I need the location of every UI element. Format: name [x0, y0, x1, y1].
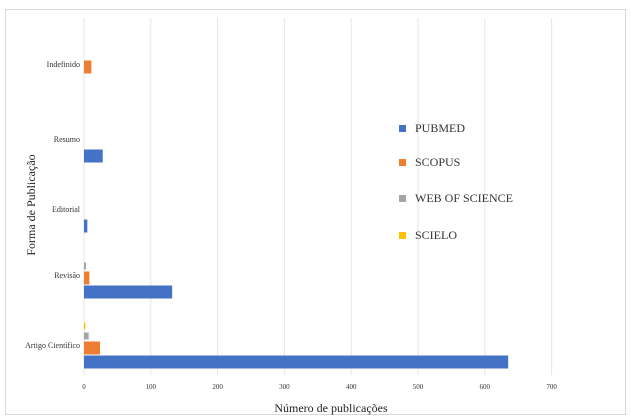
legend-swatch	[399, 125, 406, 132]
bar-web-of-science	[84, 262, 87, 270]
legend: PUBMED SCOPUS WEB OF SCIENCE SCIELO	[399, 121, 513, 242]
x-axis-title: Número de publicações	[274, 401, 388, 415]
bar-scopus	[84, 341, 101, 355]
x-tick-labels: 0 100 200 300 400 500 600 700	[82, 383, 557, 391]
x-tick-label: 400	[346, 383, 357, 391]
x-tick-label: 300	[279, 383, 290, 391]
gridlines	[83, 18, 553, 375]
legend-label: SCOPUS	[415, 155, 460, 169]
bar-pubmed	[84, 149, 103, 163]
category-label: Indefinido	[47, 60, 80, 69]
x-tick-label: 600	[480, 383, 491, 391]
x-tick-label: 700	[546, 383, 557, 391]
bar-scopus	[84, 271, 90, 285]
legend-label: PUBMED	[415, 121, 465, 135]
bars	[84, 60, 509, 369]
x-tick-label: 500	[413, 383, 424, 391]
x-tick-label: 100	[146, 383, 157, 391]
legend-swatch	[399, 232, 406, 239]
x-tick-label: 0	[82, 383, 86, 391]
bar-pubmed	[84, 355, 509, 369]
category-label: Revisão	[54, 271, 80, 280]
category-label: Artigo Científico	[25, 341, 80, 350]
bar-pubmed	[84, 285, 173, 299]
bar-pubmed	[84, 219, 88, 233]
category-label: Resumo	[54, 135, 80, 144]
x-tick-label: 200	[212, 383, 223, 391]
bar-scielo	[84, 322, 86, 330]
category-label: Editorial	[52, 205, 81, 214]
legend-label: SCIELO	[415, 228, 457, 242]
category-labels: Artigo Científico Revisão Editorial Resumo I…	[25, 60, 81, 350]
legend-swatch	[399, 195, 406, 202]
y-axis-title: Forma de Publicação	[24, 154, 38, 255]
legend-swatch	[399, 159, 406, 166]
legend-label: WEB OF SCIENCE	[415, 191, 513, 205]
bar-scopus	[84, 60, 92, 74]
bar-web-of-science	[84, 332, 89, 340]
